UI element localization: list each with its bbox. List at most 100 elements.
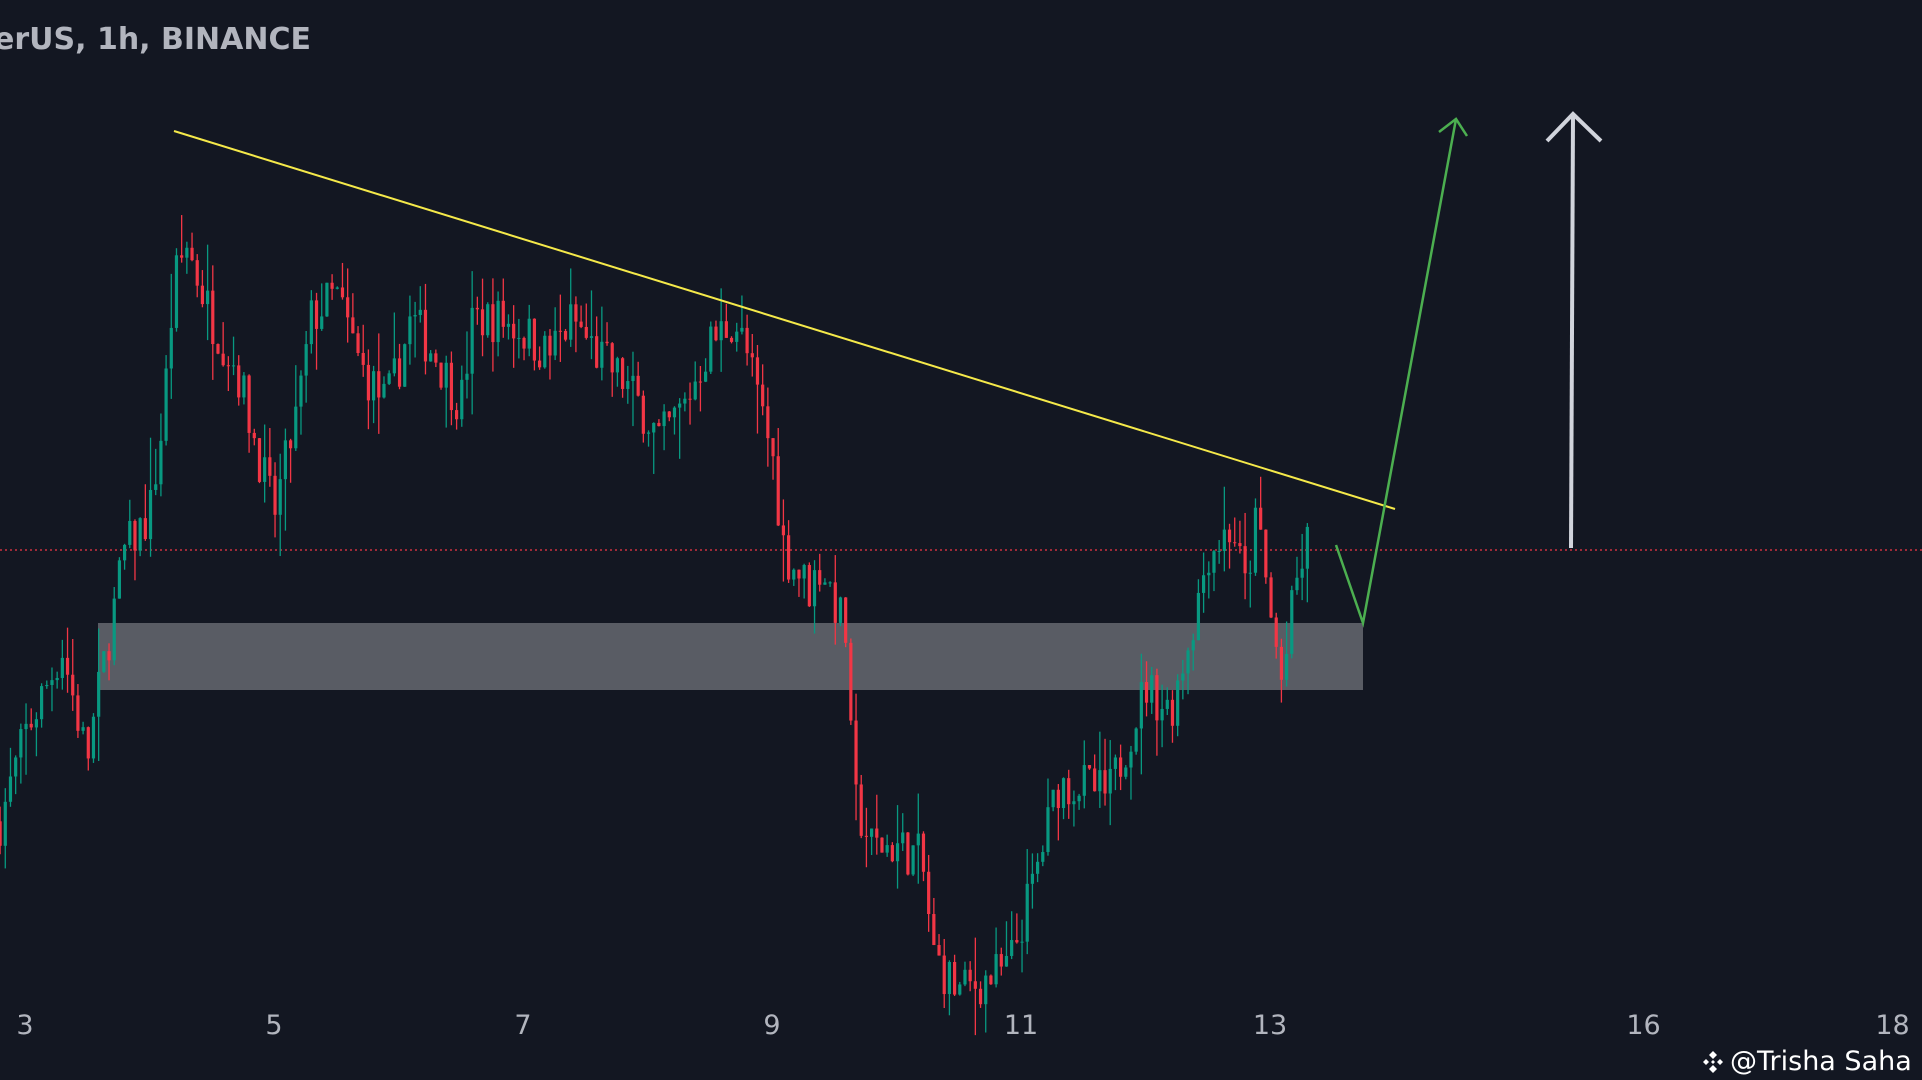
candle-body[interactable] [455,410,459,420]
candle-body[interactable] [1170,699,1175,726]
candle-body[interactable] [309,300,313,345]
candle-body[interactable] [615,358,620,373]
candle-body[interactable] [589,336,594,338]
candle-body[interactable] [895,843,900,862]
candle-body[interactable] [460,379,464,420]
candle-body[interactable] [123,544,127,561]
candle-body[interactable] [911,845,915,875]
candle-body[interactable] [823,582,827,585]
candle-body[interactable] [978,988,983,1005]
candle-body[interactable] [1305,526,1309,569]
candle-body[interactable] [1077,795,1081,802]
candle-body[interactable] [1285,653,1289,680]
candle-body[interactable] [408,316,412,345]
candle-body[interactable] [97,671,101,717]
candle-body[interactable] [709,326,713,372]
candle-body[interactable] [71,674,75,696]
candle-body[interactable] [662,411,666,427]
candle-body[interactable] [117,560,122,599]
candle-body[interactable] [34,719,39,728]
candle-body[interactable] [771,438,775,457]
candle-body[interactable] [984,975,988,1005]
candle-body[interactable] [947,961,952,995]
candle-body[interactable] [465,373,469,380]
candle-body[interactable] [372,371,376,401]
candle-body[interactable] [356,333,360,353]
candle-body[interactable] [211,290,215,345]
candle-body[interactable] [128,520,132,545]
candle-body[interactable] [387,373,391,384]
candle-body[interactable] [1119,757,1123,777]
candle-body[interactable] [91,716,96,759]
candle-body[interactable] [807,565,811,607]
candle-body[interactable] [538,360,542,368]
candle-body[interactable] [750,353,754,358]
candle-body[interactable] [361,352,365,365]
candle-body[interactable] [605,341,609,344]
candle-body[interactable] [366,364,371,401]
candle-body[interactable] [1155,675,1159,721]
candle-body[interactable] [512,323,516,339]
candle-body[interactable] [346,297,350,318]
candle-body[interactable] [849,642,853,721]
candle-body[interactable] [1067,778,1071,805]
candle-body[interactable] [403,344,407,387]
candle-body[interactable] [797,569,801,579]
candle-body[interactable] [444,362,448,388]
candle-body[interactable] [65,657,70,675]
candle-body[interactable] [937,945,941,956]
candle-body[interactable] [652,422,656,433]
candle-body[interactable] [501,300,505,327]
candle-body[interactable] [55,677,59,681]
candle-body[interactable] [1274,617,1278,647]
candle-body[interactable] [724,321,728,338]
candle-body[interactable] [14,757,18,777]
candle-body[interactable] [558,330,562,332]
candle-body[interactable] [195,260,199,286]
candle-body[interactable] [1139,682,1143,729]
candle-body[interactable] [397,358,402,387]
candle-body[interactable] [569,304,573,340]
candle-body[interactable] [226,365,230,367]
candle-body[interactable] [1004,955,1009,967]
candle-body[interactable] [1129,751,1133,768]
candle-body[interactable] [475,307,479,310]
candle-body[interactable] [745,327,749,354]
candle-body[interactable] [1124,767,1128,777]
candle-body[interactable] [294,406,298,449]
candle-body[interactable] [0,821,2,846]
candle-body[interactable] [548,335,552,356]
candle-body[interactable] [1108,768,1112,794]
candle-body[interactable] [859,784,863,836]
candle-body[interactable] [844,597,848,643]
candle-body[interactable] [491,304,495,343]
candle-body[interactable] [1279,646,1284,680]
candle-body[interactable] [688,398,692,400]
candle-body[interactable] [968,969,972,982]
candle-body[interactable] [875,828,879,838]
candle-body[interactable] [698,381,703,383]
candle-body[interactable] [190,247,194,261]
candle-body[interactable] [953,961,957,995]
candle-body[interactable] [553,330,557,356]
candle-body[interactable] [916,833,920,846]
candle-body[interactable] [1269,577,1273,618]
candle-body[interactable] [434,353,438,363]
candle-body[interactable] [1202,575,1206,593]
candle-body[interactable] [314,300,319,329]
candle-body[interactable] [1093,768,1097,792]
candle-body[interactable] [1191,640,1195,651]
candle-body[interactable] [672,407,677,418]
candle-body[interactable] [480,309,485,336]
candle-body[interactable] [610,343,614,373]
candle-body[interactable] [164,368,168,441]
candle-body[interactable] [506,323,511,327]
candle-body[interactable] [1300,568,1304,578]
candle-body[interactable] [257,438,262,482]
candle-body[interactable] [626,381,630,389]
candle-body[interactable] [1227,529,1232,543]
candle-body[interactable] [231,365,236,367]
candle-body[interactable] [1015,940,1019,943]
candle-body[interactable] [29,723,33,728]
